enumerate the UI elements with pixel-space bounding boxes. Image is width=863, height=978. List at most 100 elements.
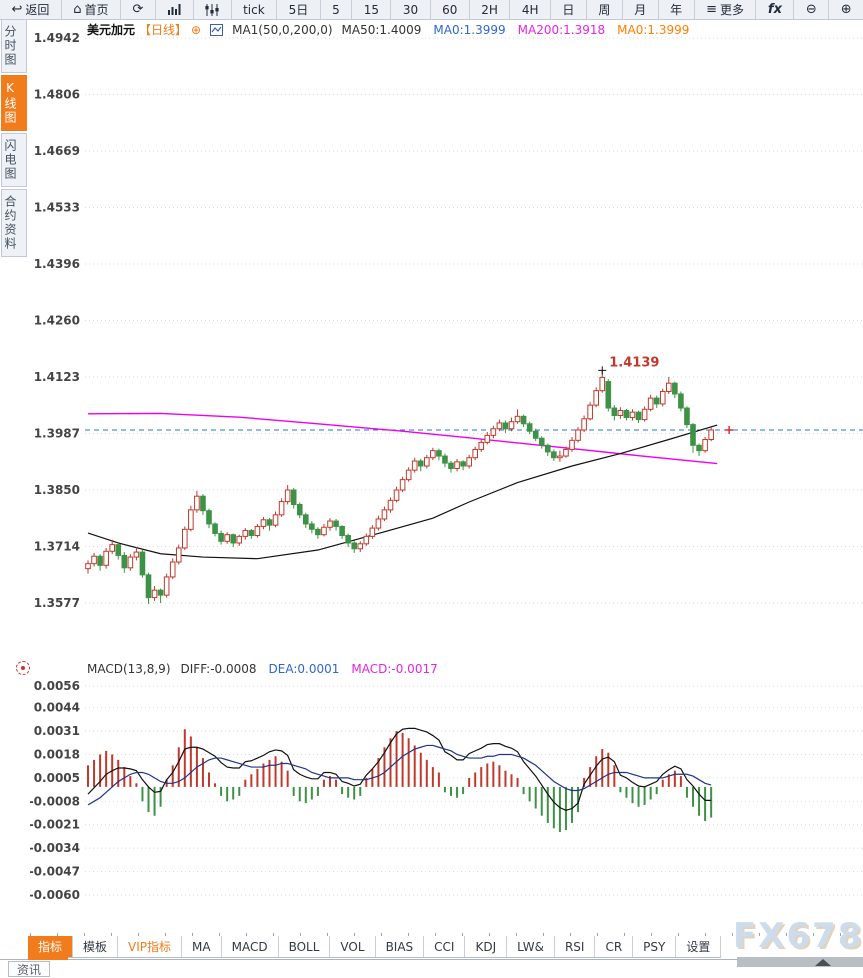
svg-text:1.4396: 1.4396 <box>34 257 80 271</box>
period-month-button[interactable]: 月 <box>623 0 659 19</box>
period-15-button[interactable]: 15 <box>352 0 392 19</box>
tab-kline-chart[interactable]: K线图 <box>1 75 27 131</box>
svg-text:1.4942: 1.4942 <box>34 31 80 45</box>
macd-title: MACD(13,8,9) <box>87 662 171 676</box>
period-week-button[interactable]: 周 <box>587 0 623 19</box>
tab-ma[interactable]: MA <box>182 936 222 957</box>
menu-icon: ≡ <box>706 2 717 17</box>
period-4h-button[interactable]: 4H <box>510 0 551 19</box>
period-week-button-label: 周 <box>598 3 611 17</box>
tab-cci[interactable]: CCI <box>424 936 466 957</box>
tab-psy[interactable]: PSY <box>633 936 677 957</box>
tab-vol[interactable]: VOL <box>330 936 376 957</box>
refresh-button[interactable]: ⟳ <box>121 0 156 19</box>
sliders-icon <box>205 3 219 16</box>
lock-icon[interactable]: ⊕ <box>191 22 202 37</box>
zoom-in-button[interactable]: ⊕ <box>829 0 863 19</box>
mini-chart-icon[interactable] <box>210 23 224 36</box>
svg-text:0.0005: 0.0005 <box>34 771 80 785</box>
tab-contract-info[interactable]: 合约资料 <box>1 189 27 257</box>
back-button[interactable]: ↩ 返回 <box>0 0 62 19</box>
home-icon: ⌂ <box>73 2 82 17</box>
ma-value-0: MA50:1.4009 <box>341 22 422 37</box>
tab-template[interactable]: 模板 <box>73 936 119 957</box>
period-tag: 【日线】 <box>139 23 188 37</box>
chart-type-bars-button[interactable] <box>156 0 194 19</box>
period-30-button[interactable]: 30 <box>391 0 431 19</box>
svg-text:1.4669: 1.4669 <box>34 144 80 158</box>
symbol-name: 美元加元 <box>87 23 136 37</box>
ma-value-1: MA0:1.3999 <box>433 22 506 37</box>
svg-text:1.4260: 1.4260 <box>34 314 80 328</box>
price-chart[interactable]: 1.4942 1.4806 1.4669 1.4533 1.4396 1.4260 1.41… <box>30 19 863 645</box>
ma-value-2: MA200:1.3918 <box>517 22 606 37</box>
period-5-button[interactable]: 5 <box>321 0 353 19</box>
ma-value-3: MA0:1.3999 <box>617 22 690 37</box>
indicator-settings-button[interactable] <box>194 0 232 19</box>
svg-text:-0.0034: -0.0034 <box>30 841 80 855</box>
home-button[interactable]: ⌂ 首页 <box>62 0 122 19</box>
tab-cr[interactable]: CR <box>595 936 634 957</box>
tab-settings[interactable]: 设置 <box>676 936 722 957</box>
period-2h-button[interactable]: 2H <box>470 0 511 19</box>
period-4h-button-label: 4H <box>521 2 539 17</box>
svg-text:0.0018: 0.0018 <box>34 747 80 761</box>
period-2h-button-label: 2H <box>481 2 498 17</box>
fx-button[interactable]: fx <box>756 0 795 19</box>
svg-text:1.4533: 1.4533 <box>34 201 80 215</box>
svg-text:-0.0047: -0.0047 <box>30 865 80 879</box>
period-year-button-label: 年 <box>670 3 683 17</box>
svg-text:1.4123: 1.4123 <box>34 370 80 384</box>
time-axis-ticks <box>30 933 863 936</box>
period-5d-button-label: 5日 <box>288 3 309 17</box>
chart-type-sidebar: 分时图 K线图 闪电图 合约资料 <box>0 19 28 257</box>
period-5-button-label: 5 <box>332 2 340 17</box>
more-button[interactable]: ≡ 更多 <box>695 0 757 19</box>
macd-value-2: MACD:-0.0017 <box>351 662 438 676</box>
tab-flash-chart[interactable]: 闪电图 <box>1 133 27 187</box>
candles-layer <box>85 370 714 604</box>
tab-time-chart[interactable]: 分时图 <box>1 19 27 73</box>
fx-icon: fx <box>767 2 782 17</box>
tab-rsi[interactable]: RSI <box>555 936 596 957</box>
macd-dea-line <box>87 744 712 806</box>
zoom-out-icon: ⊖ <box>805 2 817 17</box>
tab-vip-indicator[interactable]: VIP指标 <box>118 936 183 957</box>
svg-text:-0.0021: -0.0021 <box>30 818 80 832</box>
current-price-marker <box>725 425 734 434</box>
top-toolbar: ↩ 返回 ⌂ 首页 ⟳ tick 5日 5 15 30 60 2H 4H 日周月年 ≡ 更多 fx ⊖ ⊕ <box>0 0 863 20</box>
macd-value-1: DEA:0.0001 <box>268 662 340 676</box>
period-day-button[interactable]: 日 <box>551 0 587 19</box>
tick-button[interactable]: tick <box>232 0 278 19</box>
period-month-button-label: 月 <box>634 3 647 17</box>
ma200-line <box>87 412 718 465</box>
period-day-button-label: 日 <box>562 3 575 17</box>
period-5d-button[interactable]: 5日 <box>277 0 321 19</box>
horizontal-scrollbar[interactable] <box>737 957 863 967</box>
refresh-icon: ⟳ <box>132 2 144 17</box>
macd-chart[interactable]: 0.0056 0.0044 0.0031 0.0018 0.0005 -0.0008 -0.… <box>30 645 863 915</box>
tab-macd[interactable]: MACD <box>222 936 279 957</box>
period-15-button-label: 15 <box>363 2 379 17</box>
tab-indicator[interactable]: 指标 <box>28 936 74 957</box>
time-axis-row <box>0 915 863 936</box>
tab-news[interactable]: 资讯 <box>8 961 50 977</box>
tab-bias[interactable]: BIAS <box>376 936 425 957</box>
period-60-button[interactable]: 60 <box>431 0 470 19</box>
home-button-label: 首页 <box>84 3 109 17</box>
macd-header: MACD(13,8,9) DIFF:-0.0008 DEA:0.0001 MACD:… <box>87 662 438 676</box>
svg-text:1.3987: 1.3987 <box>34 427 80 441</box>
tab-lwr[interactable]: LW& <box>507 936 555 957</box>
tab-boll[interactable]: BOLL <box>279 936 331 957</box>
high-annotation: 1.4139 <box>598 355 659 375</box>
zoom-out-button[interactable]: ⊖ <box>794 0 830 19</box>
tab-kdj[interactable]: KDJ <box>465 936 508 957</box>
period-year-button[interactable]: 年 <box>659 0 695 19</box>
svg-text:-0.0008: -0.0008 <box>30 794 80 808</box>
svg-text:1.4139: 1.4139 <box>609 355 659 370</box>
more-button-label: 更多 <box>720 3 745 17</box>
scrollbar-arrow-icon[interactable] <box>815 959 831 966</box>
indicator-target-icon[interactable] <box>16 661 30 675</box>
svg-text:1.3577: 1.3577 <box>34 596 80 610</box>
